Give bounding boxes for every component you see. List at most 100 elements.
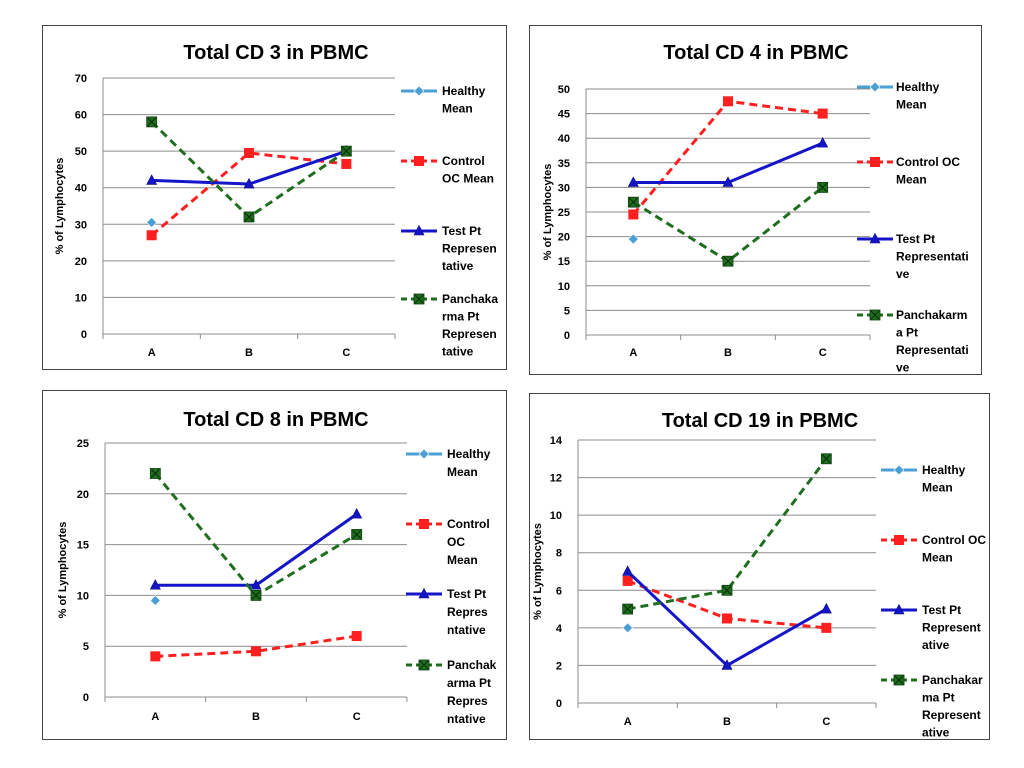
legend-marker <box>893 603 905 615</box>
data-point <box>723 96 733 107</box>
data-point <box>149 595 161 606</box>
chart-cd8: Total CD 8 in PBMC 0 5 10 15 20 25 A B C % of Lymp… <box>57 409 497 726</box>
y-tick-label: 0 <box>81 329 87 341</box>
data-point <box>817 181 829 193</box>
y-tick-label: 0 <box>83 692 89 704</box>
y-tick-label: 40 <box>75 183 87 195</box>
legend-label: Panchaka <box>442 292 498 306</box>
legend-label: Mean <box>896 173 927 187</box>
y-axis-label: % of Lymphocytes <box>532 523 544 620</box>
data-point <box>149 579 161 590</box>
legend-marker <box>893 674 905 686</box>
chart-panel-cd19: Total CD 19 in PBMC 0 2 4 6 8 10 12 14 A B C % of Ly… <box>529 393 990 740</box>
legend-item: Control OC Mean <box>406 517 490 567</box>
data-point <box>250 589 262 601</box>
legend-marker <box>413 85 425 97</box>
legend-label: Mean <box>447 553 478 567</box>
data-point <box>243 177 255 189</box>
series-healthy-mean <box>627 233 639 245</box>
chart-title: Total CD 19 in PBMC <box>662 410 858 432</box>
legend-label: Represen <box>442 327 497 341</box>
legend-label: Healthy <box>447 447 491 461</box>
legend-marker <box>419 519 429 529</box>
legend-item: Healthy Mean <box>401 84 486 116</box>
chart-cd19: Total CD 19 in PBMC 0 2 4 6 8 10 12 14 A B C % of Ly… <box>532 410 986 740</box>
legend-label: Healthy <box>922 463 966 477</box>
legend-label: Representati <box>896 343 969 357</box>
y-tick-label: 4 <box>556 623 563 635</box>
legend-label: rma Pt <box>442 310 479 324</box>
legend-label: Mean <box>922 481 953 495</box>
data-point <box>250 579 262 590</box>
series-control-oc-mean <box>622 575 832 633</box>
x-tick-label: C <box>822 716 830 728</box>
data-point <box>341 158 352 169</box>
y-tick-label: 6 <box>556 585 562 597</box>
legend-label: ntative <box>447 623 486 637</box>
y-tick-label: 10 <box>75 292 87 304</box>
legend-label: ntative <box>447 712 486 726</box>
legend-label: Test Pt <box>442 224 481 238</box>
x-tick-label: A <box>624 716 632 728</box>
y-tick-label: 30 <box>75 219 87 231</box>
y-tick-label: 70 <box>75 73 87 85</box>
legend-marker <box>418 448 430 460</box>
y-tick-label: 2 <box>556 660 562 672</box>
legend-label: Repres <box>447 694 488 708</box>
data-point <box>627 176 639 187</box>
legend-label: arma Pt <box>447 676 491 690</box>
legend-label: Mean <box>442 102 473 116</box>
legend-label: Representati <box>896 250 969 264</box>
data-point <box>721 584 733 596</box>
x-tick-label: B <box>724 347 732 359</box>
y-tick-label: 10 <box>558 281 570 293</box>
data-point <box>627 196 639 208</box>
y-tick-label: 8 <box>556 548 562 560</box>
legend-label: ative <box>922 726 950 740</box>
legend-label: Panchak <box>447 658 497 672</box>
chart-cd4: Total CD 4 in PBMC 0 5 10 15 20 25 30 35 40 45 50 A B… <box>542 42 969 375</box>
legend-marker <box>869 232 881 244</box>
x-tick-label: A <box>148 347 156 359</box>
y-axis-label: % of Lymphocytes <box>54 158 66 255</box>
legend-marker <box>869 309 881 321</box>
y-tick-label: 30 <box>558 182 570 194</box>
y-tick-label: 5 <box>564 305 570 317</box>
y-tick-label: 60 <box>75 110 87 122</box>
data-point <box>244 147 254 158</box>
legend-label: Control OC <box>896 155 960 169</box>
legend-marker <box>413 293 425 305</box>
y-tick-label: 20 <box>77 489 89 501</box>
y-tick-label: 20 <box>75 256 87 268</box>
series-line <box>632 186 824 263</box>
legend-item: Healthy Mean <box>857 80 940 112</box>
x-tick-label: B <box>723 716 731 728</box>
data-point <box>150 651 161 662</box>
legend-label: tative <box>442 345 474 359</box>
series-test-pt-representative <box>627 136 829 187</box>
series-healthy-mean <box>146 217 158 228</box>
series-test-pt-representative <box>149 507 363 590</box>
data-point <box>146 217 158 228</box>
data-point <box>146 174 158 185</box>
legend-marker <box>413 224 425 236</box>
legend-label: Panchakarm <box>896 308 967 322</box>
y-tick-label: 0 <box>556 698 562 710</box>
legend-item: Panchak arma Pt Repres ntative <box>406 658 497 726</box>
x-tick-label: B <box>245 347 253 359</box>
y-tick-label: 10 <box>77 590 89 602</box>
legend-label: a Pt <box>896 326 918 340</box>
data-point <box>622 603 634 615</box>
series-line <box>632 99 823 216</box>
data-point <box>817 136 829 148</box>
y-tick-label: 25 <box>77 438 89 450</box>
x-tick-label: A <box>629 347 637 359</box>
legend-label: Represent <box>922 621 981 635</box>
legend-item: Panchaka rma Pt Represen tative <box>401 292 498 359</box>
y-tick-label: 5 <box>83 641 89 653</box>
legend-marker <box>418 659 430 671</box>
y-axis-label: % of Lymphocytes <box>542 164 554 261</box>
data-point <box>251 646 261 657</box>
legend-label: Mean <box>896 98 927 112</box>
